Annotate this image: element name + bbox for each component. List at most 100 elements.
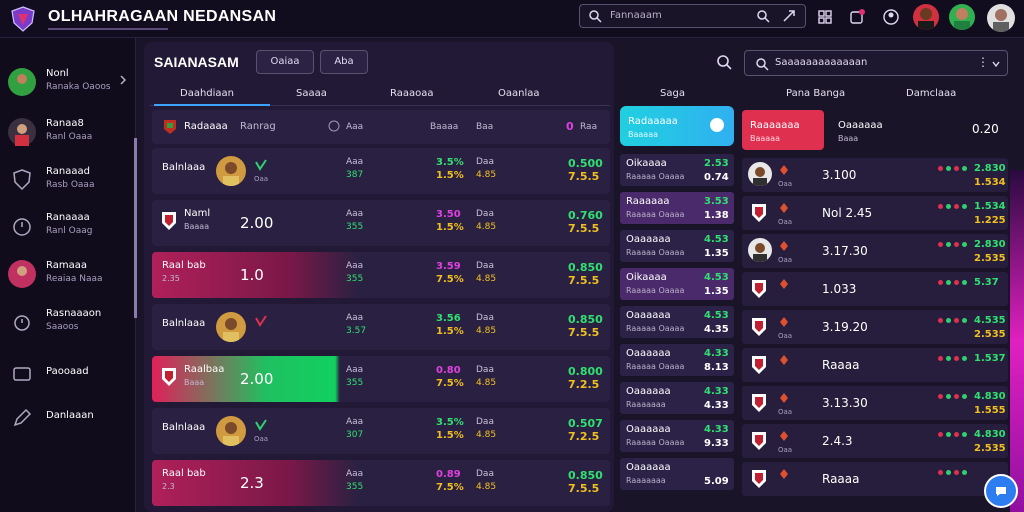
sidebar-item-title: Ranaaad [46,166,90,177]
active-tab-indicator [154,104,270,106]
row-col: 355 [346,274,364,284]
odds-cell[interactable]: Oaaaaaa Raaaaa Oaaaa 4.33 8.13 [620,344,734,376]
chevron-down-icon[interactable] [991,59,1001,69]
tab[interactable]: Damclaaa [906,88,957,99]
table-row[interactable]: Raal bab 2.3 2.3 Aaa 355 0.89 7.5% Daa 4.85 0.850… [152,460,610,506]
odds-column-header[interactable]: Radaaaaa Baaaaa [620,106,734,146]
chat-button[interactable] [984,474,1018,508]
odds-cell-value: 1.38 [704,210,729,221]
odds-cell[interactable]: Oaaaaaa Raaaaa Oaaaa 4.33 9.33 [620,420,734,452]
row-col: 4.85 [476,326,497,336]
row-sub: Oaa [778,256,793,264]
table-row[interactable]: Oaa 2.4.3 4.830 2.535 [742,424,1008,458]
table-row[interactable]: Oaa 3.100 2.830 1.534 [742,158,1008,192]
table-row[interactable]: 1.033 5.37 [742,272,1008,306]
profile-icon[interactable] [882,8,900,26]
form-dot [946,280,951,285]
toggle-icon[interactable] [710,118,724,132]
sidebar-item[interactable]: Ramaaa Reaiaa Naaa [0,256,136,296]
row-odds: 2.3 [240,474,264,492]
tab[interactable]: Raaaoaa [390,88,434,99]
more-icon[interactable]: ⋮ [977,55,989,69]
table-row[interactable]: Raaaa [742,462,1008,496]
odds-cell-value: 4.53 [704,310,729,321]
table-row[interactable]: Balnlaaa Oaa Aaa 307 3.5% 1.5% Daa 4.85 0.507 7.2… [152,408,610,454]
flame-icon [780,355,788,365]
table-row[interactable]: Oaa 3.17.30 2.830 2.535 [742,234,1008,268]
chevron-right-icon[interactable] [118,74,128,86]
tab[interactable]: Daahdiaan [180,88,235,99]
row-col: Aaa [346,365,364,375]
tab[interactable]: Pana Banga [786,88,846,99]
sort-button[interactable]: Aba [320,50,368,74]
odds-cell-title: Oaaaaaa [626,386,671,397]
sidebar-item[interactable]: Ranaaaa Ranl Oaag [0,208,136,248]
highlight-box[interactable]: Raaaaaaa Baaaaa [742,110,824,150]
odds-cell[interactable]: Oikaaaa Raaaaa Oaaaa 2.53 0.74 [620,154,734,186]
sidebar-item-title: Ranaaaa [46,212,90,223]
table-row[interactable]: Naml Baaaa 2.00 Aaa 355 3.50 1.5% Daa 4.85 0.760 7… [152,200,610,246]
grid-icon[interactable] [816,8,834,26]
sidebar-item[interactable]: Ranaaad Rasb Oaaa [0,162,136,202]
odds-cell[interactable]: Oaaaaaa Raaaaa Oaaaa 4.53 1.35 [620,230,734,262]
odds-cell[interactable]: Oaaaaaa Raaaaaaa 5.09 [620,458,734,490]
form-dot [938,432,943,437]
form-dot [954,166,959,171]
odds-cell[interactable]: Oaaaaaa Raaaaa Oaaaa 4.53 4.35 [620,306,734,338]
sidebar-item[interactable]: Rasnaaaon Saaoos [0,304,136,344]
odds-cell[interactable]: Oaaaaaa Raaaaaaa 4.33 4.33 [620,382,734,414]
odds-cell-sub: Raaaaa Oaaaa [626,210,685,219]
avatar[interactable] [913,4,939,30]
notification-icon[interactable] [848,8,866,26]
form-dots [938,470,967,478]
odds-cell[interactable]: Raaaaaa Raaaaa Oaaaa 3.53 1.38 [620,192,734,224]
row-col: 3.50 [436,209,461,220]
sidebar-item[interactable]: Ranaa8 Ranl Oaaa [0,114,136,154]
row-col: Aaa [346,469,364,479]
search-placeholder: Fannaaam [610,10,662,21]
search-input[interactable]: Saaaaaaaaaaaaan ⋮ [744,50,1008,76]
search-input[interactable]: Fannaaam [579,4,806,28]
table-row[interactable]: Oaa 3.19.20 4.535 2.535 [742,310,1008,344]
row-odds: Nol 2.45 [822,206,873,220]
sidebar-item[interactable]: Paooaad [0,356,136,396]
row-col: 0.507 [568,417,603,430]
table-row[interactable]: Balnlaaa Oaa Aaa 387 3.5% 1.5% Daa 4.85 0.500 7.5… [152,148,610,194]
row-col: 4.85 [476,274,497,284]
tab[interactable]: Oaanlaa [498,88,540,99]
odds-cell-value: 4.33 [704,424,729,435]
form-dot [962,356,967,361]
sidebar: Nonl Ranaka Oaoos Ranaa8 Ranl Oaaa Ranaa… [0,38,137,512]
shield-logo-icon[interactable] [10,6,36,32]
avatar[interactable] [987,4,1015,32]
page-title: SAIANASAM [154,54,239,70]
table-header: Radaaaa Ranrag Aaa Baaaa Baa 0 Raa [152,110,610,144]
odds-cell[interactable]: Oikaaaa Raaaaa Oaaaa 4.53 1.35 [620,268,734,300]
sidebar-item[interactable]: Danlaaan [0,400,136,440]
row-col: 1.534 [974,201,1006,212]
odds-cell-sub: Raaaaa Oaaaa [626,248,685,257]
avatar[interactable] [949,4,975,30]
table-row[interactable]: Raaaa 1.537 [742,348,1008,382]
row-icon-sub: Oaa [254,435,269,443]
table-row[interactable]: Raalbaa Baaa 2.00 Aaa 355 0.80 7.5% Daa 4.85 0.80… [152,356,610,402]
table-row[interactable]: Balnlaaa Aaa 3.57 3.56 1.5% Daa 4.85 0.850 7.5.5 [152,304,610,350]
avatar [8,68,36,96]
table-row[interactable]: Raal bab 2.35 1.0 Aaa 355 3.59 7.5% Daa 4.85 0.85… [152,252,610,298]
table-row[interactable]: Oaa 3.13.30 4.830 1.555 [742,386,1008,420]
tab[interactable]: Saga [660,88,685,99]
table-row[interactable]: Oaa Nol 2.45 1.534 1.225 [742,196,1008,230]
row-col: 7.5.5 [568,222,600,235]
search-icon[interactable] [756,9,770,23]
expand-icon[interactable] [782,9,796,23]
search-icon[interactable] [716,54,732,70]
filter-button[interactable]: Oaiaa [256,50,314,74]
info-icon[interactable] [328,120,340,132]
odds-cell-value: 4.33 [704,348,729,359]
row-col: 3.57 [346,326,367,336]
flame-icon [780,469,788,479]
sidebar-scroll-indicator[interactable] [134,138,137,318]
tab[interactable]: Saaaa [296,88,327,99]
sidebar-item[interactable]: Nonl Ranaka Oaoos [0,64,136,104]
form-dot [954,356,959,361]
